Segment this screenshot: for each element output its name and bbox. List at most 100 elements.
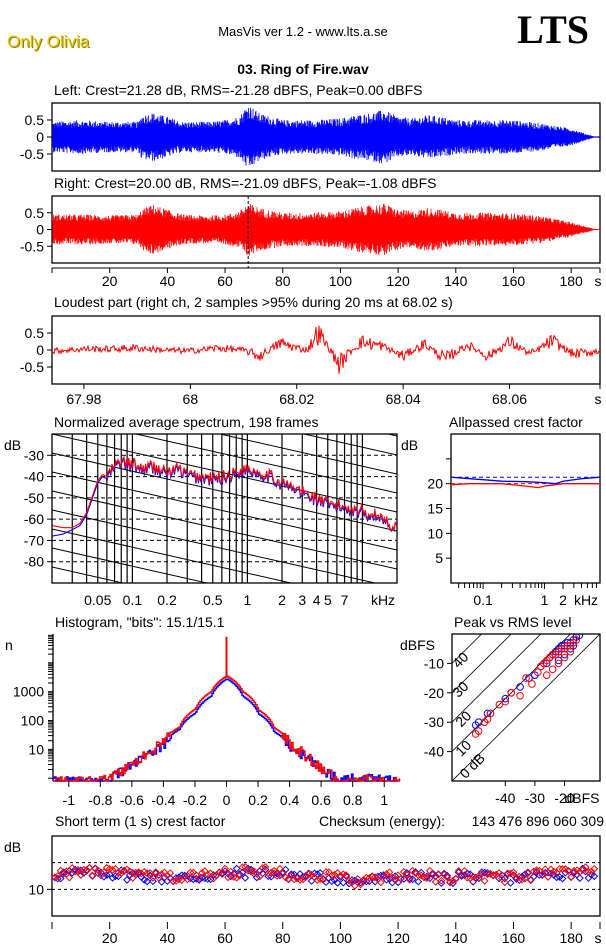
chart-average-spectrum: Normalized average spectrum, 198 frames d… [4, 414, 398, 608]
right-point [94, 866, 103, 875]
right-point [437, 876, 446, 885]
x-tick-label: -20 [554, 790, 574, 806]
right-point [534, 668, 542, 677]
right-point [587, 867, 596, 876]
right-point [466, 874, 475, 883]
left-point [506, 878, 515, 887]
right-point [365, 874, 374, 882]
right-point [264, 869, 273, 878]
right-point [261, 863, 270, 871]
spectrum-grid [52, 434, 397, 583]
left-point [472, 873, 480, 882]
right-point [108, 866, 117, 874]
left-point [333, 878, 342, 887]
right-point [526, 875, 535, 884]
right-point [480, 876, 489, 885]
right-point [558, 865, 567, 873]
x-tick-label: -40 [495, 790, 515, 806]
left-point [163, 877, 172, 885]
right-point [567, 873, 576, 882]
right-point [483, 715, 492, 724]
right-point [356, 880, 365, 889]
left-point [521, 870, 529, 879]
right-point [301, 871, 310, 880]
right-point [489, 871, 498, 880]
right-point [516, 691, 524, 700]
checksum-value: 143 476 896 060 309 [472, 813, 605, 829]
x-tick-label: 80 [275, 930, 291, 946]
x-tick-label: 60 [217, 930, 233, 946]
right-point [451, 875, 460, 883]
left-point [474, 718, 483, 727]
right-point [169, 876, 178, 885]
left-point [535, 871, 544, 879]
slope-reference-line [52, 566, 126, 583]
right-point [195, 874, 204, 883]
left-point [339, 878, 348, 887]
x-tick-label: -0.2 [183, 792, 207, 808]
right-point [157, 870, 166, 879]
left-point [457, 872, 466, 880]
right-point [270, 866, 278, 875]
right-point [570, 866, 578, 875]
y-axis-label: dBFS [400, 637, 435, 653]
x-tick-label: 2 [278, 592, 286, 608]
plot-frame [51, 433, 398, 584]
y-tick-label: 0.5 [25, 205, 45, 221]
right-point [212, 871, 221, 879]
x-tick-label: 68.04 [386, 391, 421, 407]
right-point [460, 867, 469, 875]
right-point [448, 876, 457, 885]
right-point [50, 873, 59, 882]
slope-reference-line [217, 434, 397, 475]
y-axis-label: dB [4, 839, 21, 855]
right-point [100, 868, 108, 877]
x-tick-label: 180 [559, 930, 583, 946]
left-point [437, 879, 446, 888]
x-tick-label: 80 [275, 273, 291, 289]
crest-line [452, 634, 483, 664]
loudest-trace [52, 325, 600, 374]
left-point [414, 877, 423, 886]
right-point [74, 865, 82, 874]
y-axis-label: n [5, 637, 13, 653]
slope-reference-line [52, 490, 397, 570]
right-point [296, 875, 304, 884]
right-point [304, 870, 313, 879]
x-tick-label: 1 [380, 792, 388, 808]
y-tick-label: 0.5 [25, 325, 45, 341]
right-point [319, 875, 328, 884]
left-point [327, 877, 336, 886]
y-tick-label: -0.5 [20, 359, 44, 375]
right-point [564, 867, 573, 875]
y-axis-label: dB [4, 437, 21, 453]
right-point [541, 865, 550, 874]
right-point [402, 870, 411, 879]
chart-histogram: Histogram, "bits": 15.1/15.1n100010010-1… [5, 614, 401, 808]
file-title: 03. Ring of Fire.wav [237, 61, 369, 77]
right-point [226, 867, 235, 876]
right-point [166, 869, 175, 878]
right-point [521, 874, 529, 883]
left-point [149, 877, 157, 886]
chart-right-waveform: Right: Crest=20.00 dB, RMS=-21.09 dBFS, … [20, 175, 602, 289]
y-tick-label: -60 [24, 511, 44, 527]
right-point [581, 863, 590, 872]
plot-frame [450, 433, 601, 584]
x-tick-label: 20 [102, 273, 118, 289]
chart-short-term-crest: Short term (1 s) crest factor Checksum (e… [4, 813, 604, 946]
left-point [501, 694, 510, 703]
x-tick-label: 0 [223, 792, 231, 808]
right-point [224, 873, 232, 882]
left-point [399, 875, 408, 883]
left-point [542, 659, 551, 668]
y-tick-label: -10 [424, 655, 444, 671]
y-tick-label: 10 [427, 525, 443, 541]
right-point [379, 872, 388, 881]
chart-title: Right: Crest=20.00 dB, RMS=-21.09 dBFS, … [54, 175, 436, 191]
crest-line [452, 634, 512, 694]
left-point [388, 878, 397, 887]
x-tick-label: 180 [559, 273, 583, 289]
chart-title: Short term (1 s) crest factor [55, 813, 226, 829]
right-point [322, 868, 330, 876]
